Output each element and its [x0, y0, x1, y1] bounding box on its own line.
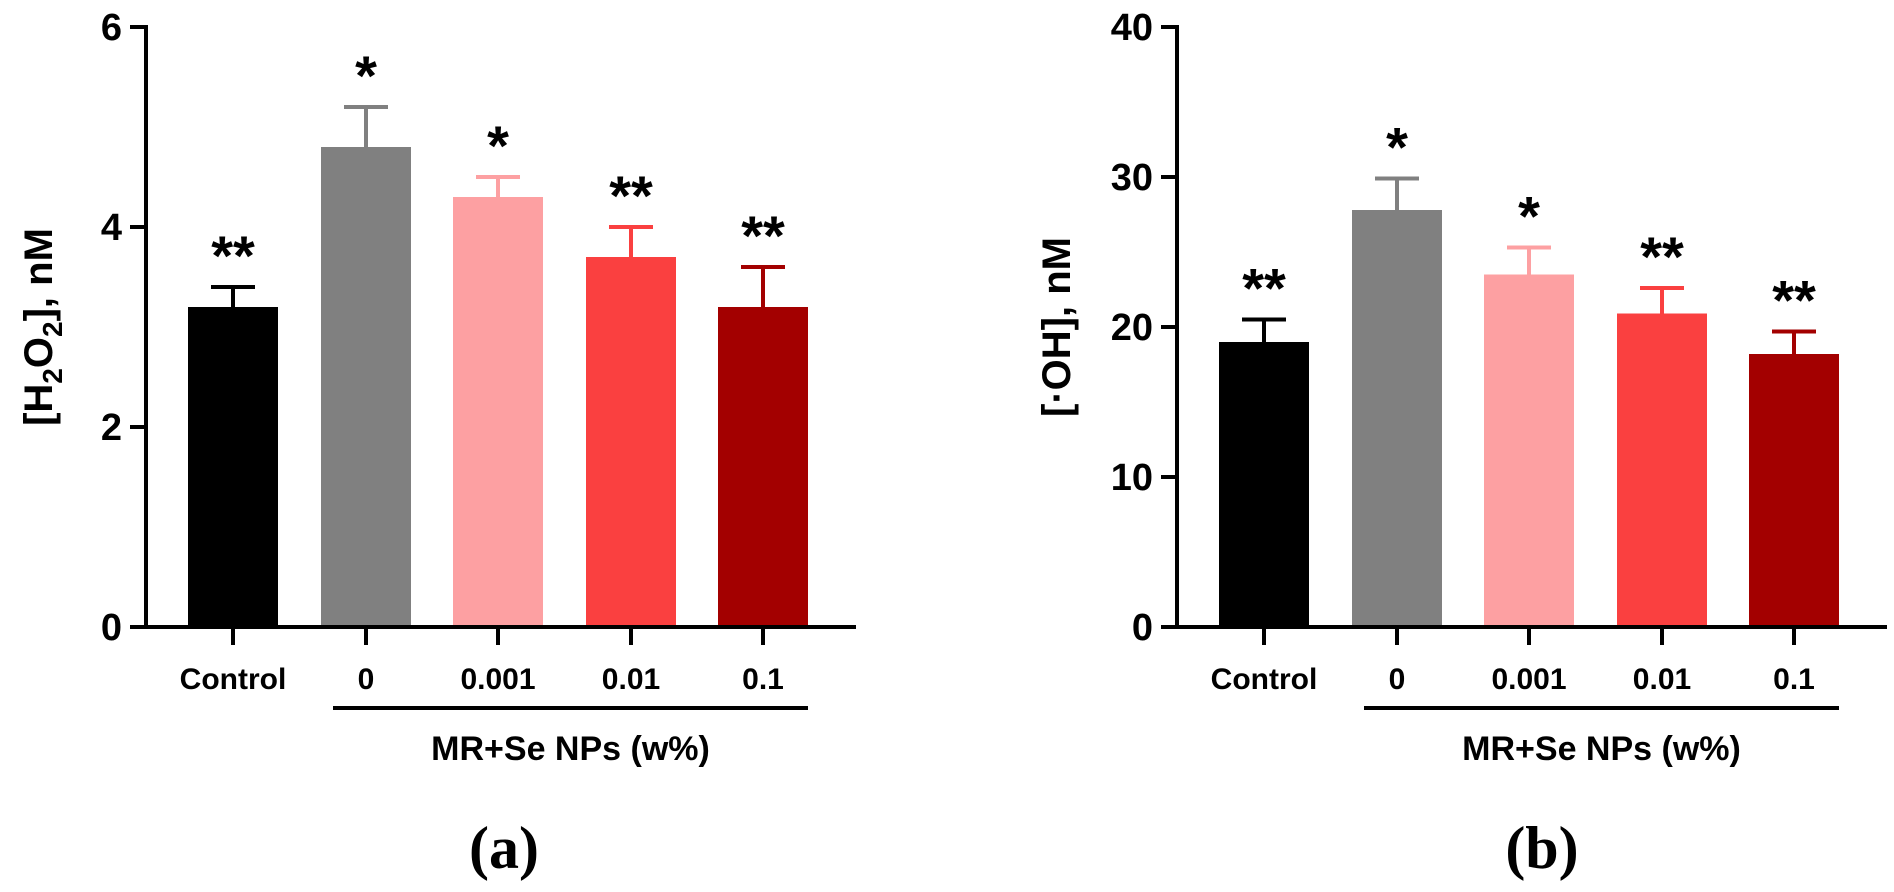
bar-0 — [321, 147, 411, 627]
bar-Control — [1219, 342, 1309, 627]
significance-label: * — [355, 44, 377, 107]
x-tick-label: Control — [180, 663, 287, 696]
bar-0.001 — [1484, 274, 1574, 627]
significance-label: ** — [609, 164, 653, 227]
y-tick-label: 40 — [1111, 7, 1153, 49]
x-tick-label: Control — [1211, 663, 1318, 696]
error-bar-0.1 — [741, 265, 785, 307]
y-tick-label: 0 — [1132, 607, 1153, 649]
significance-label: * — [1518, 185, 1540, 248]
significance-label: * — [487, 114, 509, 177]
y-tick-label: 30 — [1111, 157, 1153, 199]
bar-0.1 — [1749, 354, 1839, 627]
significance-label: ** — [1772, 269, 1816, 332]
error-bar-0.1 — [1772, 329, 1816, 354]
y-tick-label: 0 — [101, 607, 122, 649]
error-bar-0 — [1375, 176, 1419, 210]
error-bar-Control — [1242, 317, 1286, 342]
error-bar-Control — [211, 285, 255, 307]
error-bar-0 — [344, 105, 388, 147]
error-bar-0.001 — [476, 175, 520, 197]
x-tick-label: 0.001 — [1491, 663, 1566, 696]
x-tick-label: 0.001 — [460, 663, 535, 696]
significance-label: ** — [211, 224, 255, 287]
x-tick-label: 0.1 — [1773, 663, 1815, 696]
y-tick-label: 10 — [1111, 457, 1153, 499]
y-tick-label: 6 — [101, 7, 122, 49]
panel-label: (a) — [469, 815, 539, 881]
significance-label: ** — [741, 204, 785, 267]
group-label: MR+Se NPs (w%) — [431, 730, 710, 768]
bar-Control — [188, 307, 278, 627]
x-tick-label: 0 — [1389, 663, 1406, 696]
y-axis-label: [H2O2], nM — [17, 228, 68, 426]
bar-0.1 — [718, 307, 808, 627]
y-axis-label: [·OH], nM — [1035, 237, 1079, 417]
x-tick-label: 0 — [358, 663, 375, 696]
x-tick-label: 0.01 — [602, 663, 660, 696]
y-tick-label: 2 — [101, 407, 122, 449]
bar-0.001 — [453, 197, 543, 627]
x-tick-label: 0.01 — [1633, 663, 1691, 696]
y-tick-label: 20 — [1111, 307, 1153, 349]
bar-0.01 — [586, 257, 676, 627]
bar-0 — [1352, 210, 1442, 627]
significance-label: * — [1386, 116, 1408, 179]
y-tick-label: 4 — [101, 207, 122, 249]
significance-label: ** — [1242, 257, 1286, 320]
panel-label: (b) — [1505, 815, 1578, 881]
error-bar-0.01 — [609, 225, 653, 257]
error-bar-0.001 — [1507, 245, 1551, 275]
bar-0.01 — [1617, 313, 1707, 627]
error-bar-0.01 — [1640, 286, 1684, 314]
group-label: MR+Se NPs (w%) — [1462, 730, 1741, 768]
significance-label: ** — [1640, 225, 1684, 288]
x-tick-label: 0.1 — [742, 663, 784, 696]
